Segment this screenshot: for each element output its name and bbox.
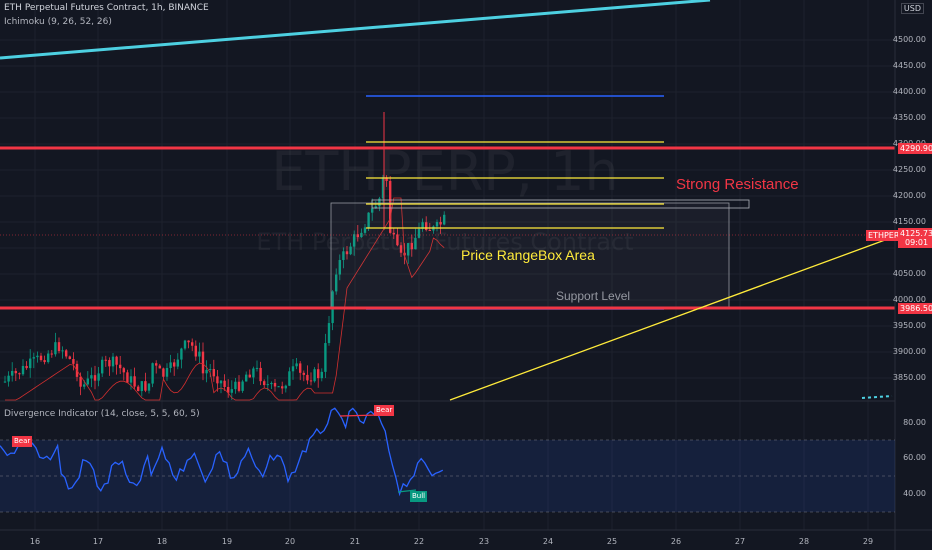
price-tick: 4350.00 — [892, 113, 926, 122]
countdown-value: 09:01 — [905, 238, 929, 247]
current-price-tag: 4125.73 09:01 — [898, 228, 932, 248]
dashed-marker — [861, 395, 893, 399]
bull-signal-label: Bull — [410, 491, 428, 502]
candlestick-series — [3, 112, 446, 400]
time-tick: 27 — [734, 537, 746, 546]
annotation-rangebox[interactable]: Price RangeBox Area — [461, 247, 595, 263]
bull-divergence-line — [397, 489, 417, 493]
annotation-strong-resistance[interactable]: Strong Resistance — [676, 176, 799, 193]
bear-signal-label: Bear — [12, 436, 33, 447]
symbol-title[interactable]: ETH Perpetual Futures Contract, 1h, BINA… — [4, 3, 209, 13]
osc-tick: 40.00 — [903, 489, 926, 498]
time-tick: 19 — [221, 537, 233, 546]
lower-line-price-tag: 3986.50 — [898, 303, 932, 314]
bear-signal-label: Bear — [374, 405, 395, 416]
price-tick: 4500.00 — [892, 35, 926, 44]
price-tick: 4150.00 — [892, 217, 926, 226]
time-tick: 29 — [862, 537, 874, 546]
annotation-support-level[interactable]: Support Level — [556, 289, 631, 303]
price-rangebox — [330, 202, 730, 310]
price-tick: 4400.00 — [892, 87, 926, 96]
oscillator-title[interactable]: Divergence Indicator (14, close, 5, 5, 6… — [4, 409, 200, 419]
price-tick: 3850.00 — [892, 373, 926, 382]
price-tick: 4200.00 — [892, 191, 926, 200]
price-tick: 4050.00 — [892, 269, 926, 278]
time-tick: 17 — [92, 537, 104, 546]
watermark-ticker: ETHPERP, 1h — [271, 140, 618, 203]
indicator-title[interactable]: Ichimoku (9, 26, 52, 26) — [4, 17, 112, 27]
cyan-trendline — [0, 0, 711, 60]
time-tick: 26 — [670, 537, 682, 546]
price-tick: 3900.00 — [892, 347, 926, 356]
price-tick: 4450.00 — [892, 61, 926, 70]
time-tick: 23 — [478, 537, 490, 546]
ticker-tag: ETHPERP — [866, 230, 907, 241]
rsi-line — [0, 407, 444, 497]
time-tick: 16 — [29, 537, 41, 546]
yellow-trendline — [449, 239, 886, 401]
osc-tick: 80.00 — [903, 418, 926, 427]
time-tick: 22 — [413, 537, 425, 546]
bear-divergence-line — [339, 414, 379, 417]
price-tick: 3950.00 — [892, 321, 926, 330]
price-tick: 4000.00 — [892, 295, 926, 304]
ichimoku-line — [5, 197, 445, 401]
watermark-name: ETH Perpetual Futures Contract — [256, 228, 633, 256]
time-tick: 25 — [606, 537, 618, 546]
current-price-value: 4125.73 — [900, 229, 932, 238]
time-tick: 18 — [156, 537, 168, 546]
time-tick: 21 — [349, 537, 361, 546]
price-tick: 4250.00 — [892, 165, 926, 174]
time-tick: 28 — [798, 537, 810, 546]
upper-line-price-tag: 4290.90 — [898, 143, 932, 154]
time-tick: 24 — [542, 537, 554, 546]
currency-label[interactable]: USD — [900, 3, 924, 14]
osc-tick: 60.00 — [903, 453, 926, 462]
time-tick: 20 — [284, 537, 296, 546]
